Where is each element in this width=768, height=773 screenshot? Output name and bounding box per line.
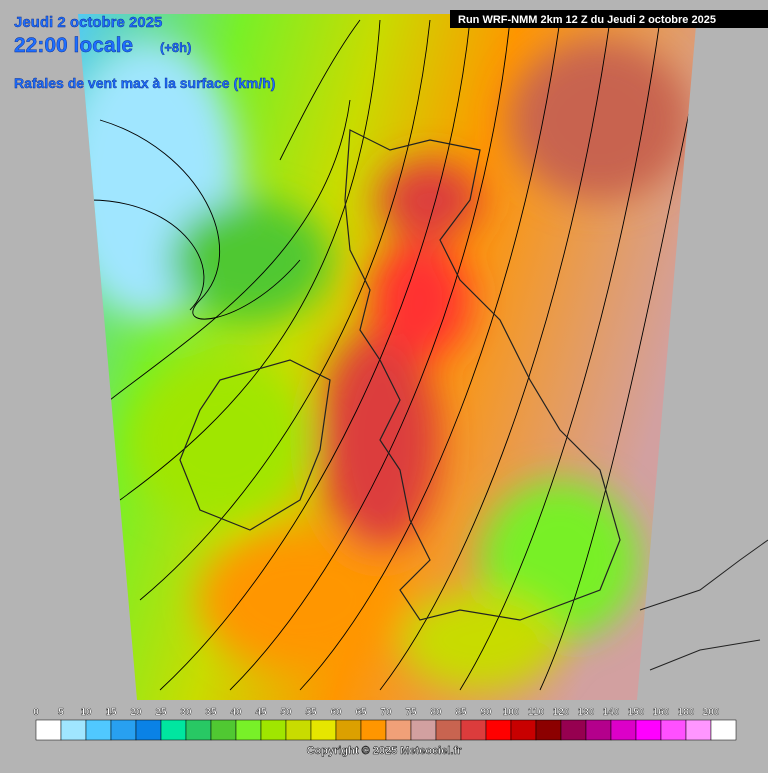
legend-label: 140 <box>603 707 620 718</box>
time: 22:00 locale <box>14 34 133 57</box>
run-info: Run WRF-NMM 2km 12 Z du Jeudi 2 octobre … <box>458 14 716 26</box>
legend-swatch <box>135 719 162 741</box>
legend-label: 80 <box>430 707 442 718</box>
legend-label: 0 <box>33 707 39 718</box>
legend-swatch <box>60 719 87 741</box>
legend-swatch <box>635 719 662 741</box>
legend-label: 10 <box>80 707 92 718</box>
legend-label: 25 <box>155 707 167 718</box>
legend-label: 15 <box>105 707 117 718</box>
legend-label: 55 <box>305 707 317 718</box>
legend-swatch <box>185 719 212 741</box>
legend-swatch <box>560 719 587 741</box>
legend-label: 120 <box>553 707 570 718</box>
legend-label: 160 <box>653 707 670 718</box>
legend-swatch <box>360 719 387 741</box>
legend-label: 60 <box>330 707 342 718</box>
legend-swatch <box>35 719 62 741</box>
legend-swatch <box>585 719 612 741</box>
legend-label: 100 <box>503 707 520 718</box>
legend: 0 5 10 15 20 25 30 35 40 45 50 55 60 65 70 75 80 85 90 100 1… <box>33 707 737 741</box>
legend-label: 35 <box>205 707 217 718</box>
legend-label: 65 <box>355 707 367 718</box>
legend-label: 30 <box>180 707 192 718</box>
legend-label: 75 <box>405 707 417 718</box>
legend-swatch <box>260 719 287 741</box>
legend-swatch <box>335 719 362 741</box>
legend-swatch <box>385 719 412 741</box>
legend-swatch <box>410 719 437 741</box>
legend-swatch <box>685 719 712 741</box>
legend-swatch <box>435 719 462 741</box>
legend-swatch <box>535 719 562 741</box>
wind-gust-field <box>78 14 697 700</box>
legend-swatch <box>660 719 687 741</box>
date: Jeudi 2 octobre 2025 <box>14 14 162 31</box>
legend-label: 5 <box>58 707 64 718</box>
lead-time: (+8h) <box>160 40 191 55</box>
legend-label: 200 <box>703 707 720 718</box>
legend-swatch <box>710 719 737 741</box>
legend-label: 85 <box>455 707 467 718</box>
legend-label: 70 <box>380 707 392 718</box>
legend-label: 45 <box>255 707 267 718</box>
legend-label: 110 <box>528 707 545 718</box>
run-box <box>450 10 768 28</box>
legend-swatch <box>235 719 262 741</box>
legend-label: 40 <box>230 707 242 718</box>
legend-swatch <box>610 719 637 741</box>
legend-swatch <box>460 719 487 741</box>
subtitle: Rafales de vent max à la surface (km/h) <box>14 75 275 91</box>
legend-swatch <box>310 719 337 741</box>
legend-label: 180 <box>678 707 695 718</box>
copyright: Copyright © 2025 Meteociel.fr <box>307 745 463 757</box>
legend-swatch <box>285 719 312 741</box>
legend-swatch <box>85 719 112 741</box>
legend-label: 150 <box>628 707 645 718</box>
legend-swatch <box>485 719 512 741</box>
legend-swatch <box>160 719 187 741</box>
legend-swatch <box>510 719 537 741</box>
coastline <box>639 539 768 671</box>
legend-swatch <box>210 719 237 741</box>
legend-label: 50 <box>280 707 292 718</box>
legend-label: 130 <box>578 707 595 718</box>
legend-swatch <box>110 719 137 741</box>
legend-label: 20 <box>130 707 142 718</box>
legend-label: 90 <box>480 707 492 718</box>
